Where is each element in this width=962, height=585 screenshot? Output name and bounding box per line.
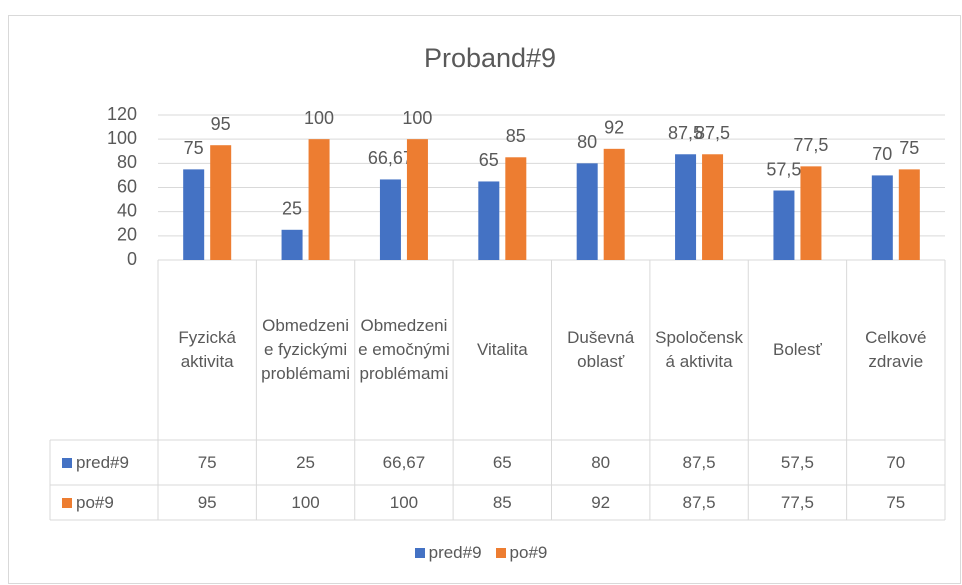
bar [210,145,232,260]
bar [871,175,893,260]
bar [379,179,401,260]
data-label: 92 [604,118,624,138]
bar [406,139,428,260]
table-value: 87,5 [682,452,716,472]
table-value: 65 [492,452,512,472]
category-label: Celkové zdravie [865,328,927,371]
data-label: 80 [577,132,597,152]
table-value: 70 [886,452,906,472]
category-label: Obmedzenie fyzickými problémami [261,316,350,383]
data-label: 70 [872,144,892,164]
table-value: 95 [197,492,217,512]
category-label: Fyzická aktivita [178,328,236,371]
data-label: 85 [506,126,526,146]
data-label: 75 [184,138,204,158]
y-tick-label: 40 [117,200,137,220]
table-value: 80 [591,452,611,472]
bar [308,139,330,260]
bar [800,166,822,260]
data-label: 87,5 [695,123,730,143]
table-value: 100 [389,492,419,512]
legend-item: po#9 [495,541,548,565]
legend-label: po#9 [509,543,548,562]
y-tick-label: 0 [127,249,137,269]
legend-item: pred#9 [414,541,482,565]
category-label: Bolesť [772,340,822,359]
legend-swatch [414,548,425,558]
legend-swatch [62,457,72,468]
bar [898,169,920,260]
y-tick-label: 120 [107,104,137,124]
table-value: 87,5 [682,492,716,512]
legend-swatch [495,548,506,558]
y-tick-label: 60 [117,176,137,196]
legend-label: pred#9 [428,543,482,562]
table-value: 85 [492,492,512,512]
y-tick-label: 20 [117,225,137,245]
legend-swatch [62,497,72,508]
data-label: 100 [304,108,334,128]
bar [773,190,795,260]
table-value: 25 [296,452,316,472]
category-label: Duševná oblasť [567,328,635,371]
bar [702,154,724,260]
y-tick-label: 100 [107,128,137,148]
data-label: 95 [211,114,231,134]
table-value: 57,5 [780,452,814,472]
bar [675,154,697,260]
bar [576,163,598,260]
table-value: 100 [291,492,320,512]
data-label: 65 [479,150,499,170]
bar [478,181,500,260]
data-label: 77,5 [793,135,828,155]
table-series-label: po#9 [50,485,158,520]
table-value: 66,67 [382,452,426,472]
category-label: Spoločenská aktivita [655,328,743,371]
table-value: 75 [197,452,217,472]
bar [183,169,205,260]
y-tick-label: 80 [117,152,137,172]
table-series-label: pred#9 [50,440,158,485]
table-value: 92 [591,492,611,512]
table-series-name: po#9 [76,492,114,512]
table-series-name: pred#9 [76,452,129,472]
table-value: 77,5 [780,492,814,512]
data-label: 75 [899,138,919,158]
data-label: 100 [402,108,432,128]
bar [505,157,527,260]
category-label: Obmedzenie emočnými problémami [358,316,450,383]
data-label: 57,5 [766,159,801,179]
chart-border [8,15,961,584]
bar [281,229,303,260]
category-label: Vitalita [476,340,528,359]
data-label: 66,67 [368,148,413,168]
data-label: 25 [282,199,302,219]
legend: pred#9 po#9 [0,540,962,566]
bar [603,148,625,260]
chart-title: Proband#9 [424,43,556,73]
table-value: 75 [886,492,906,512]
data-label: 87,5 [668,123,703,143]
